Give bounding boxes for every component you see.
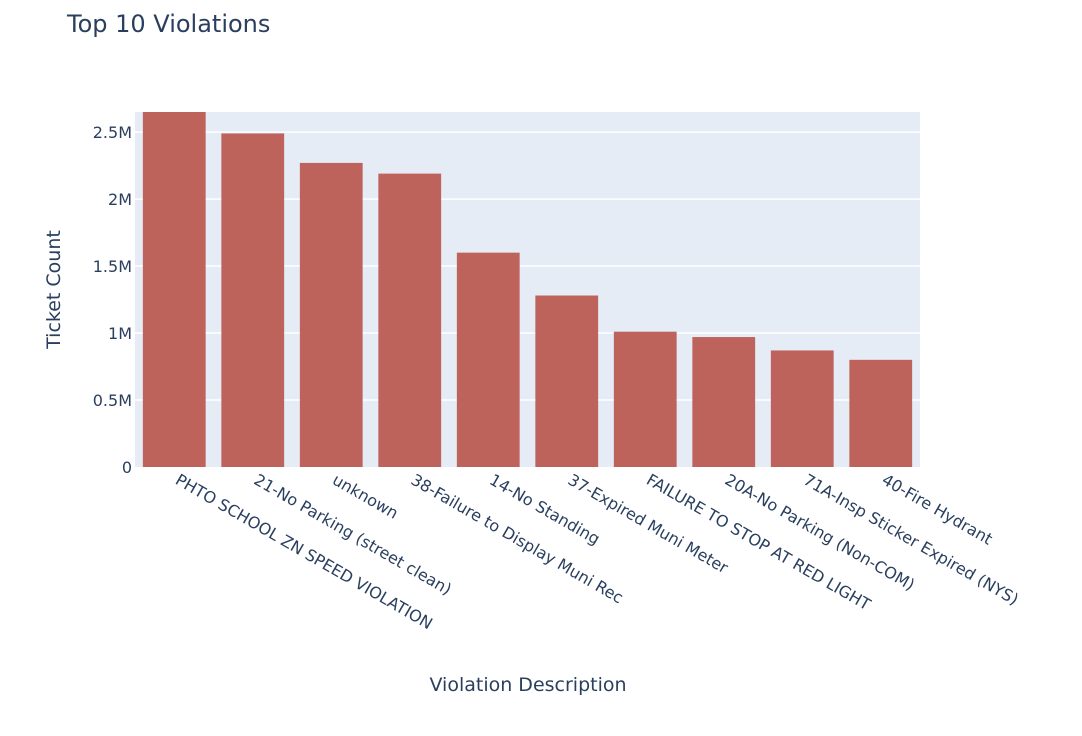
bar	[142, 112, 206, 467]
chart-title: Top 10 Violations	[67, 10, 271, 38]
bar	[849, 359, 913, 467]
y-tick-label: 1M	[108, 324, 132, 343]
y-tick-label: 0.5M	[93, 391, 132, 410]
y-tick-label: 2.5M	[93, 123, 132, 142]
bar	[770, 350, 834, 467]
bar	[299, 162, 363, 468]
bar	[378, 173, 442, 468]
bar	[692, 337, 756, 467]
bar	[535, 295, 599, 467]
y-axis-ticks: 0 0.5M 1M 1.5M 2M 2.5M	[93, 123, 132, 477]
bar	[221, 133, 285, 467]
bar	[456, 252, 520, 467]
x-axis-title: Violation Description	[429, 674, 626, 696]
y-tick-label: 2M	[108, 190, 132, 209]
bar	[613, 331, 677, 467]
y-tick-label: 0	[122, 458, 132, 477]
y-tick-label: 1.5M	[93, 257, 132, 276]
y-axis-title: Ticket Count	[43, 230, 65, 350]
bars	[142, 112, 913, 468]
x-tick-label: unknown	[329, 470, 401, 523]
